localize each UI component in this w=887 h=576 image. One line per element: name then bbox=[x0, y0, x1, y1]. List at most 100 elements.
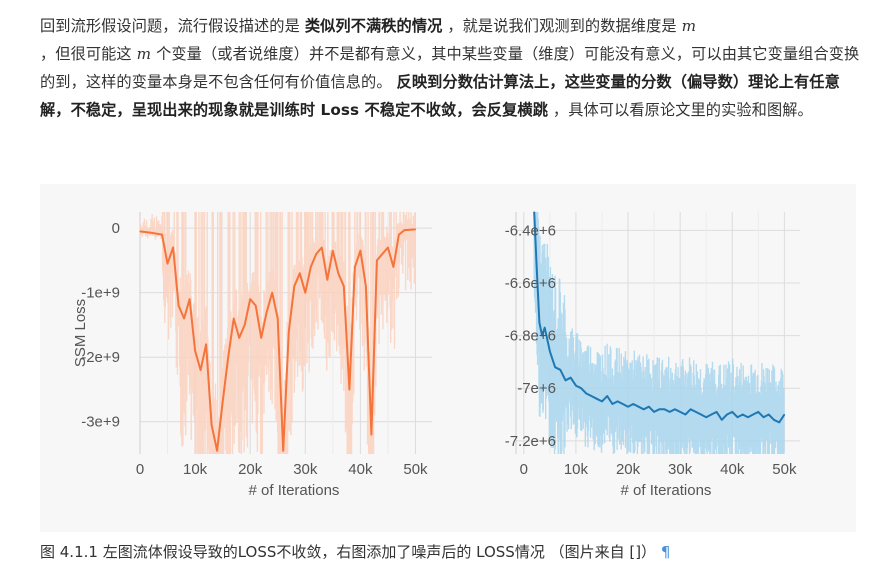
data-point bbox=[689, 408, 692, 410]
data-point bbox=[544, 327, 546, 329]
data-point bbox=[354, 266, 356, 268]
data-point bbox=[188, 298, 191, 300]
y-tick-label: -6.8e+6 bbox=[505, 328, 556, 345]
data-point bbox=[370, 434, 372, 436]
x-tick-label: 50k bbox=[403, 461, 428, 478]
data-point bbox=[233, 317, 235, 320]
noise-band bbox=[533, 212, 785, 454]
data-point bbox=[721, 419, 723, 421]
y-tick-label: -1e+9 bbox=[81, 285, 120, 302]
data-point bbox=[282, 450, 284, 452]
data-point bbox=[211, 424, 213, 426]
data-point bbox=[398, 233, 400, 236]
y-tick-label: -6.4e+6 bbox=[505, 222, 556, 239]
x-tick-label: 50k bbox=[772, 461, 797, 478]
data-point bbox=[606, 395, 608, 397]
data-point bbox=[538, 321, 541, 324]
data-point bbox=[773, 419, 775, 421]
data-point bbox=[783, 413, 785, 416]
caption-text: 图 4.1.1 左图流体假设导致的LOSS不收敛，右图添加了噪声后的 LOSS情… bbox=[40, 543, 657, 561]
y-tick-label: -7.2e+6 bbox=[505, 433, 556, 450]
data-point bbox=[731, 411, 733, 413]
x-tick-label: 10k bbox=[564, 461, 589, 478]
data-point bbox=[570, 377, 572, 379]
data-point bbox=[244, 324, 246, 326]
loss-series-line bbox=[139, 228, 416, 452]
data-point bbox=[778, 421, 780, 424]
data-point bbox=[315, 253, 317, 255]
x-tick-label: 40k bbox=[348, 461, 373, 478]
data-point bbox=[627, 406, 629, 408]
figure-image: 0 10k 20k 30k 40k 50k 0 -1e+9 -2e+9 -3e+9 # of Ite… bbox=[40, 184, 856, 532]
paragraph-text: ，具体可以看原论文里的实验和图解。 bbox=[548, 101, 813, 119]
paragraph-bold-text: 类似列不满秩的情况 bbox=[304, 17, 443, 35]
x-tick-label: 30k bbox=[293, 461, 318, 478]
data-point bbox=[575, 385, 577, 387]
data-point bbox=[585, 392, 587, 395]
data-point bbox=[150, 232, 152, 234]
data-point bbox=[288, 330, 290, 332]
data-point bbox=[260, 337, 262, 339]
data-point bbox=[205, 343, 207, 345]
data-point bbox=[564, 379, 567, 381]
paragraph-text: ，但很可能这 bbox=[40, 45, 137, 63]
y-tick-label: -6.6e+6 bbox=[505, 275, 556, 292]
data-point bbox=[139, 230, 141, 232]
data-point bbox=[194, 350, 196, 352]
data-point bbox=[387, 246, 389, 249]
pilcrow-link[interactable]: ¶ bbox=[660, 543, 671, 561]
data-point bbox=[622, 403, 624, 405]
paragraph-bold-text: 反映到分数估计算法上，这些变量的分数（偏导数）理论上有任意解，不稳定，呈现出来的… bbox=[40, 73, 840, 119]
math-variable: m bbox=[681, 17, 697, 35]
data-point bbox=[617, 400, 619, 402]
data-point bbox=[611, 403, 614, 405]
data-point bbox=[326, 279, 328, 281]
loss-charts-figure: 0 10k 20k 30k 40k 50k 0 -1e+9 -2e+9 -3e+9 # of Ite… bbox=[72, 211, 800, 499]
data-point bbox=[768, 413, 770, 416]
x-tick-label: 40k bbox=[720, 461, 745, 478]
data-point bbox=[359, 250, 361, 252]
data-point bbox=[632, 403, 634, 405]
data-point bbox=[376, 259, 378, 261]
data-point bbox=[669, 411, 671, 413]
data-point bbox=[541, 335, 543, 337]
chart-right: 0 10k 20k 30k 40k 50k -6.4e+6 -6.6e+6 -6.8e+6 -7e… bbox=[505, 211, 800, 499]
y-tick-label: 0 bbox=[112, 220, 120, 237]
data-point bbox=[580, 387, 582, 389]
data-point bbox=[643, 408, 645, 410]
data-point bbox=[321, 246, 323, 249]
data-point bbox=[216, 450, 218, 452]
data-point bbox=[310, 266, 312, 268]
data-point bbox=[255, 304, 257, 307]
data-point bbox=[658, 408, 660, 410]
data-point bbox=[381, 253, 384, 255]
data-point bbox=[648, 406, 650, 408]
data-point bbox=[653, 411, 655, 413]
x-tick-label: 30k bbox=[668, 461, 693, 478]
data-point bbox=[249, 298, 251, 300]
x-tick-label: 20k bbox=[616, 461, 641, 478]
data-point bbox=[716, 411, 718, 413]
data-point bbox=[183, 317, 185, 320]
math-variable: m bbox=[136, 45, 152, 63]
x-axis-label: # of Iterations bbox=[621, 482, 712, 499]
data-point bbox=[684, 413, 686, 416]
noise-band bbox=[139, 212, 416, 454]
data-point bbox=[700, 413, 702, 416]
data-point bbox=[596, 398, 598, 400]
data-point bbox=[663, 408, 666, 410]
data-point bbox=[736, 416, 739, 418]
x-tick-label: 0 bbox=[136, 461, 144, 478]
data-point bbox=[679, 411, 681, 413]
x-tick-label: 0 bbox=[520, 461, 528, 478]
data-point bbox=[299, 272, 301, 274]
data-point bbox=[601, 400, 603, 402]
figure-caption: 图 4.1.1 左图流体假设导致的LOSS不收敛，右图添加了噪声后的 LOSS情… bbox=[40, 540, 860, 564]
data-point bbox=[674, 408, 676, 410]
data-point bbox=[747, 416, 749, 418]
y-tick-label: -3e+9 bbox=[81, 414, 120, 431]
data-point bbox=[166, 263, 169, 265]
data-point bbox=[549, 350, 551, 353]
data-point bbox=[554, 366, 556, 368]
data-point bbox=[752, 413, 754, 416]
